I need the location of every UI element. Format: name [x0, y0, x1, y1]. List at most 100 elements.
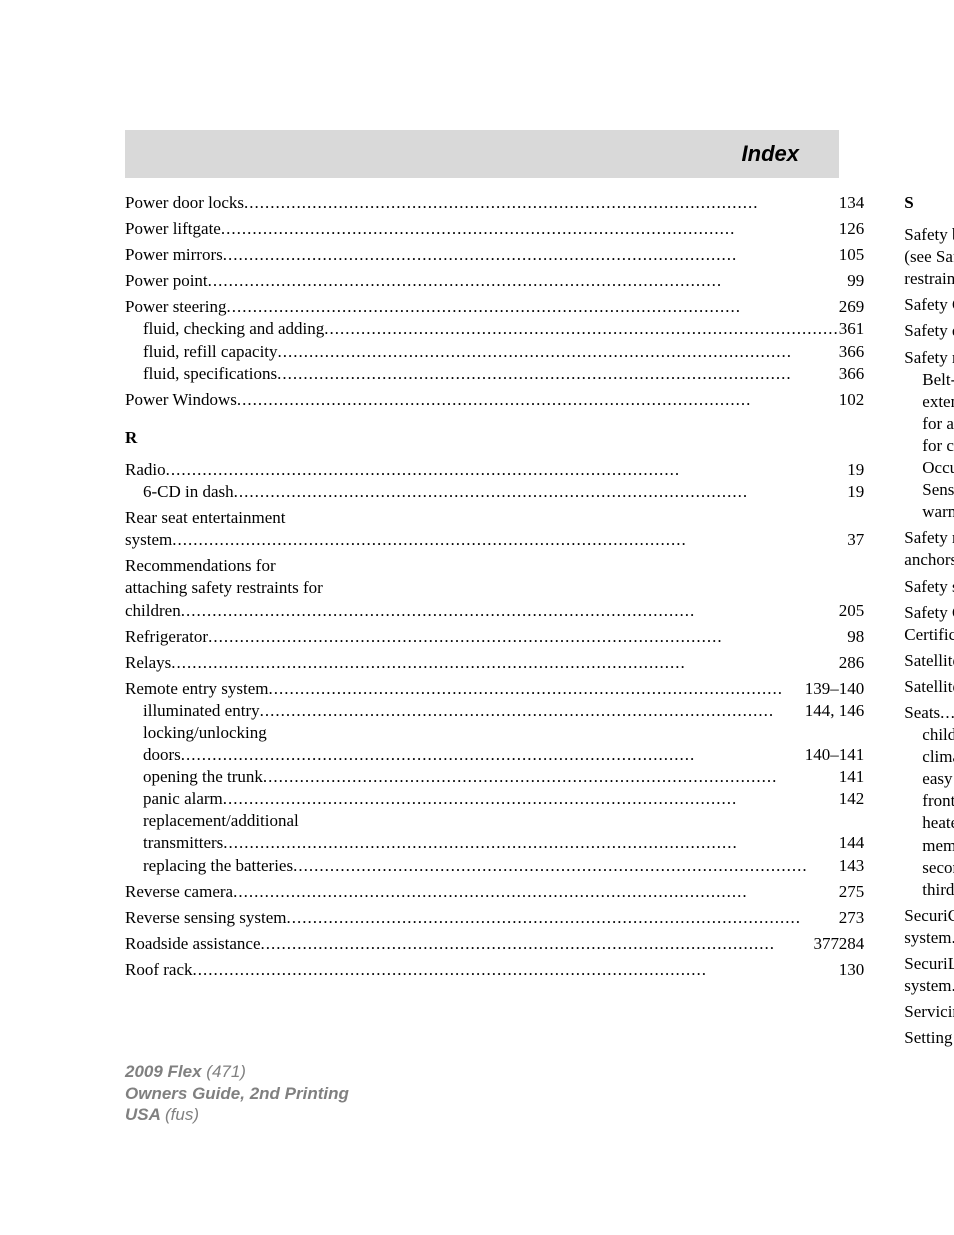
page-ref: 98: [847, 626, 864, 648]
entry-servicing: Servicing your vehicle334: [904, 1001, 954, 1023]
footer-code: (471): [206, 1062, 246, 1081]
entry-relays: Relays 286: [125, 652, 864, 674]
entry-safety-canopy: Safety Canopy197, 199: [904, 294, 954, 316]
index-label: Reverse camera: [125, 881, 233, 903]
index-label: Power steering: [125, 296, 227, 318]
leader-dots: [181, 744, 805, 766]
leader-dots: [221, 218, 839, 240]
leader-dots: [278, 341, 839, 363]
footer-line-3: USA (fus): [125, 1104, 349, 1125]
page-ref: 366: [839, 363, 865, 385]
page-ref: 361: [839, 318, 865, 340]
leader-dots: [208, 626, 847, 648]
index-label: Safety Canopy: [904, 294, 954, 316]
index-label: SecuriLock passive anti-theft: [904, 953, 954, 975]
index-label: Setting the clock: [904, 1027, 954, 1049]
entry-refrigerator: Refrigerator98: [125, 626, 864, 648]
entry-compliance-label: Safety Compliance Certification Label369: [904, 602, 954, 646]
page-ref: 140–141: [805, 744, 865, 766]
index-sublabel: warning light and chime: [922, 501, 954, 523]
index-label: Seats: [904, 702, 940, 724]
page-ref: 286: [839, 652, 865, 674]
index-sublabel: illuminated entry: [143, 700, 260, 722]
entry-power-steering: Power steering 269 fluid, checking and ad…: [125, 296, 864, 384]
leader-dots: [208, 270, 848, 292]
page-ref: 126: [839, 218, 865, 240]
index-sublabel: front seats: [922, 790, 954, 812]
leader-dots: [293, 855, 839, 877]
leader-dots: [237, 389, 839, 411]
leader-dots: [223, 788, 839, 810]
index-label: system: [904, 927, 951, 949]
index-label: Safety restraints - LATCH: [904, 527, 954, 549]
index-label: Safety restraints: [904, 347, 954, 369]
entry-roadside: Roadside assistance 284: [125, 933, 864, 955]
index-label: Power door locks: [125, 192, 244, 214]
entry-radio: Radio19 6-CD in dash19: [125, 459, 864, 503]
index-label: Satellite Radio Information: [904, 676, 954, 698]
leader-dots: [277, 363, 839, 385]
page-title: Index: [742, 141, 799, 167]
index-sublabel: opening the trunk: [143, 766, 263, 788]
leader-dots: [261, 933, 839, 955]
leader-dots: [260, 700, 805, 722]
index-sublabel: memory seat: [922, 835, 954, 857]
page-ref: 141: [839, 766, 865, 788]
page-ref: 105: [839, 244, 865, 266]
leader-dots: [223, 832, 839, 854]
index-sublabel: for children: [922, 435, 954, 457]
index-label: Servicing your vehicle: [904, 1001, 954, 1023]
index-label: system: [125, 529, 172, 551]
entry-clock: Setting the clock20: [904, 1027, 954, 1049]
index-sublabel: fluid, specifications: [143, 363, 277, 385]
index-sublabel: 6-CD in dash: [143, 481, 234, 503]
entry-recommendations: Recommendations for attaching safety res…: [125, 555, 864, 621]
index-label: Power Windows: [125, 389, 237, 411]
entry-power-door-locks: Power door locks134: [125, 192, 864, 214]
index-sublabel: transmitters: [143, 832, 223, 854]
entry-rear-seat-ent: Rear seat entertainment system37: [125, 507, 864, 551]
index-label: system: [904, 975, 951, 997]
entry-remote-entry: Remote entry system 139–140 illuminated e…: [125, 678, 864, 877]
index-sublabel: Sensor: [922, 479, 954, 501]
index-sublabel: locking/unlocking: [143, 722, 267, 744]
index-label: Safety belts: [904, 224, 954, 246]
page-ref: 284: [839, 933, 865, 955]
index-label: Safety Compliance: [904, 602, 954, 624]
index-label: Roadside assistance: [125, 933, 261, 955]
index-sublabel: easy access/easyout feature: [922, 768, 954, 790]
entry-sat-info: Satellite Radio Information34: [904, 676, 954, 698]
page-ref: 139–140: [805, 678, 865, 700]
index-sublabel: extension assembly: [922, 391, 954, 413]
index-label: anchors: [904, 549, 954, 571]
index-label: Relays: [125, 652, 171, 674]
page-ref: 102: [839, 389, 865, 411]
leader-dots: [181, 600, 839, 622]
header-bar: Index: [125, 130, 839, 178]
section-letter-s: S: [904, 192, 954, 214]
footer-line-2: Owners Guide, 2nd Printing: [125, 1083, 349, 1104]
entry-safety-restraints: Safety restraints175, 178–182 Belt-Minde…: [904, 347, 954, 524]
page-ref: 366: [839, 341, 865, 363]
leader-dots: [263, 766, 839, 788]
index-sublabel: fluid, checking and adding: [143, 318, 324, 340]
leader-dots: [234, 481, 848, 503]
page-ref: 142: [839, 788, 865, 810]
index-sublabel: doors: [143, 744, 181, 766]
index-sublabel: Occupant Classification: [922, 457, 954, 479]
index-sublabel: heated: [922, 812, 954, 834]
entry-securicode: SecuriCode keyless entry system147: [904, 905, 954, 949]
right-column: S Safety belts (see Safety restraints)17…: [904, 192, 954, 1053]
index-label: Safety seats for children: [904, 576, 954, 598]
index-label: SecuriCode keyless entry: [904, 905, 954, 927]
footer-region: USA: [125, 1105, 165, 1124]
entry-power-point: Power point 99: [125, 270, 864, 292]
index-label: Remote entry system: [125, 678, 269, 700]
page-ref: 99: [847, 270, 864, 292]
entry-power-mirrors: Power mirrors105: [125, 244, 864, 266]
page-ref: 269: [839, 296, 865, 318]
page-ref: 37: [847, 529, 864, 551]
page-ref: 275: [839, 881, 865, 903]
entry-seats: Seats155 child safety seats207 climate c…: [904, 702, 954, 901]
index-label: Power point: [125, 270, 208, 292]
